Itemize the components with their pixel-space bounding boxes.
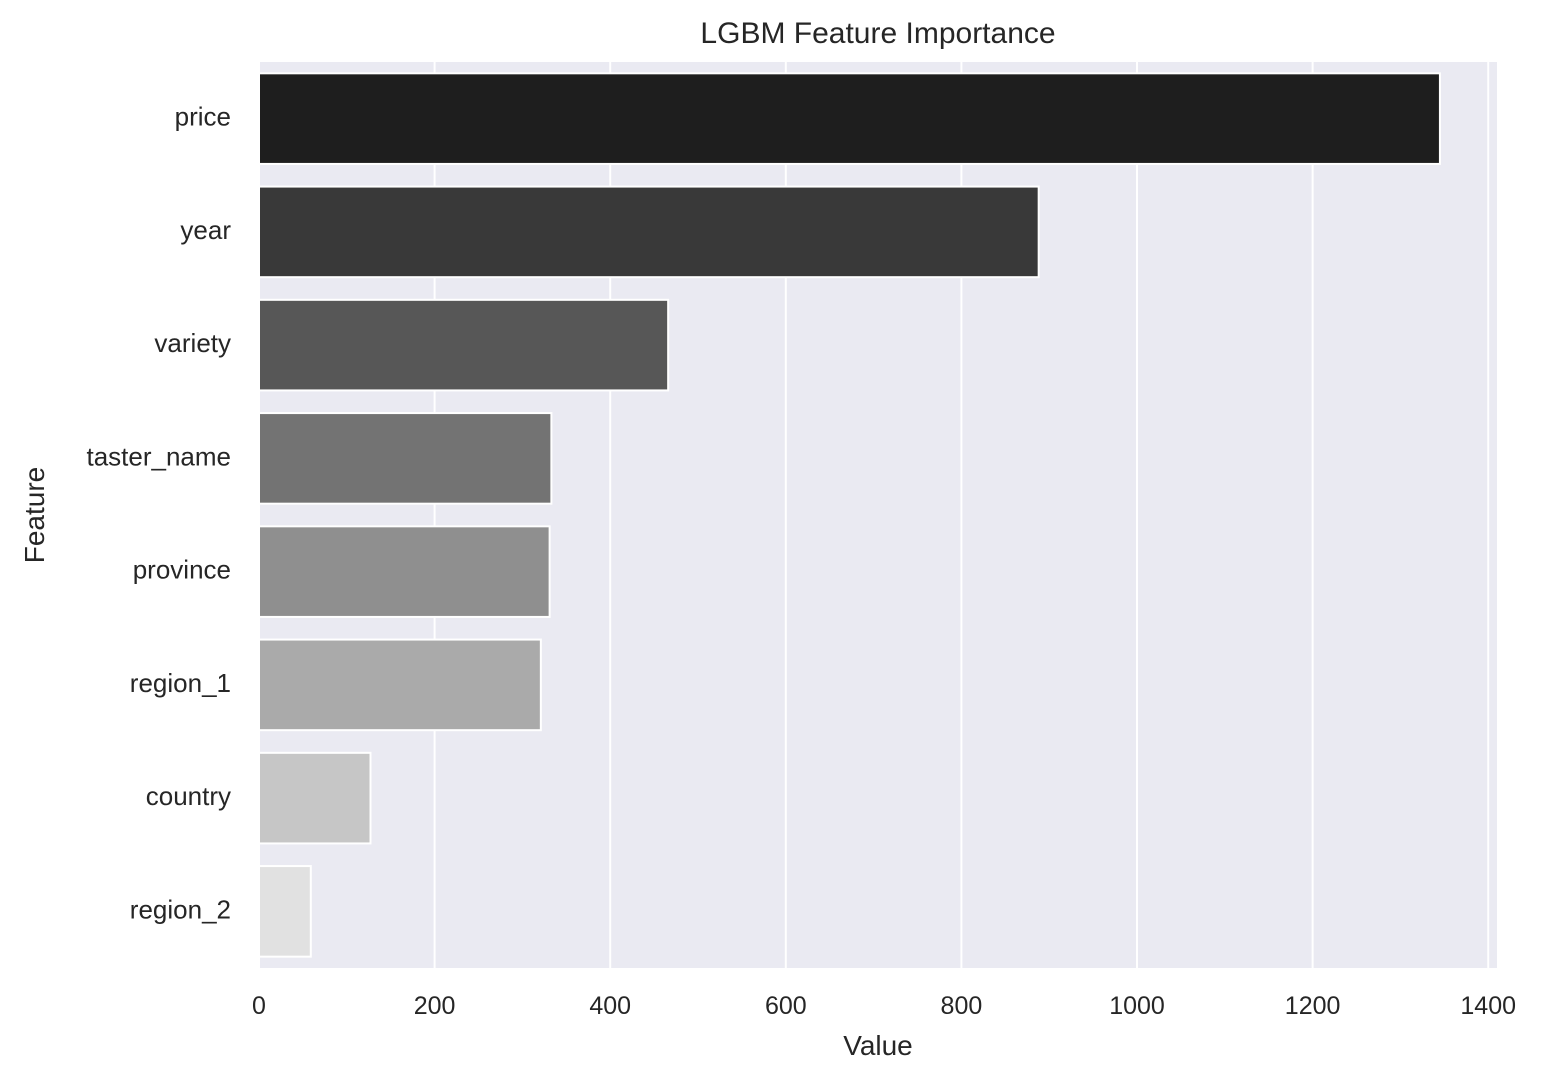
y-tick-label-year: year [180,215,231,245]
x-tick-label-200: 200 [414,992,456,1020]
y-category-labels: price year variety taster_name province regio… [86,102,231,925]
bars [258,72,1441,958]
x-tick-label-1000: 1000 [1109,992,1165,1020]
x-tick-label-400: 400 [589,992,631,1020]
bar-price [258,72,1441,165]
y-tick-label-taster-name: taster_name [86,441,231,471]
bar-year [258,185,1040,279]
bar-variety [258,298,670,392]
x-tick-labels: 0 200 400 600 800 1000 1200 1400 [252,992,1516,1020]
y-tick-label-country: country [146,781,231,811]
y-tick-label-region-2: region_2 [130,894,231,924]
bar-region-1 [258,638,542,732]
x-axis-label: Value [843,1030,913,1061]
x-tick-label-1400: 1400 [1460,992,1516,1020]
y-tick-label-province: province [133,555,231,585]
chart-title: LGBM Feature Importance [700,17,1055,50]
y-tick-label-variety: variety [154,328,231,358]
x-tick-label-0: 0 [252,992,266,1020]
bar-region-2 [258,865,312,958]
x-tick-label-800: 800 [941,992,983,1020]
bar-province [258,525,551,618]
x-tick-label-1200: 1200 [1285,992,1341,1020]
y-tick-label-region-1: region_1 [130,668,231,698]
y-axis-label: Feature [19,467,50,564]
bar-taster-name [258,412,553,505]
y-tick-label-price: price [175,102,231,132]
x-tick-label-600: 600 [765,992,807,1020]
bar-country [258,751,372,845]
